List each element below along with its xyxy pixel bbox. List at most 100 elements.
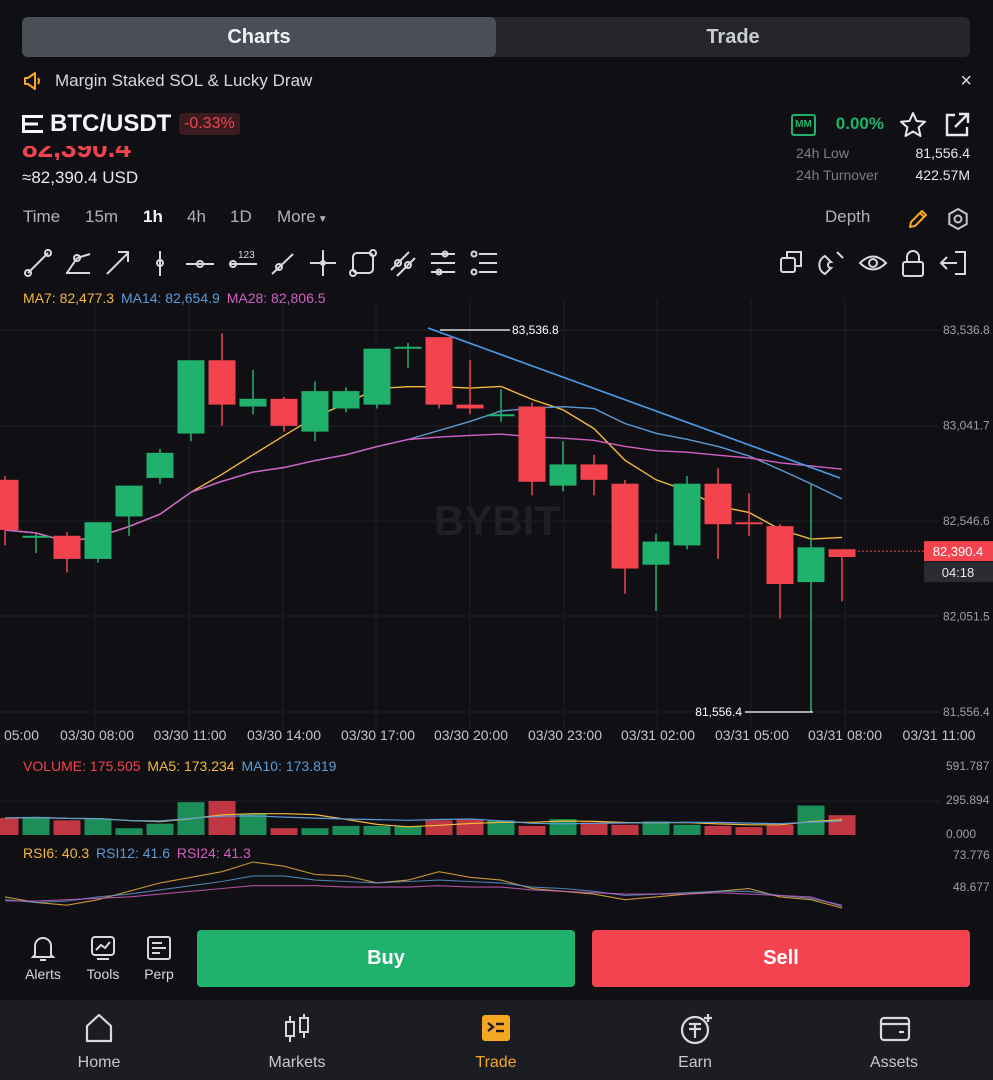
price-axis-label: 83,041.7 bbox=[943, 419, 990, 433]
nav-earn[interactable]: Earn bbox=[596, 1000, 794, 1080]
time-axis-label: 03/30 05:00 bbox=[0, 727, 39, 743]
ma14-legend: MA14: 82,654.9 bbox=[120, 290, 220, 306]
nav-assets[interactable]: Assets bbox=[795, 1000, 993, 1080]
ma7-legend: MA7: 82,477.3 bbox=[23, 290, 115, 306]
ma28-line bbox=[4, 433, 843, 543]
rsi24-line bbox=[5, 885, 843, 908]
rsi24-legend: RSI24: 41.3 bbox=[176, 845, 251, 861]
eye-icon[interactable] bbox=[858, 255, 888, 271]
volume-bar bbox=[363, 825, 391, 835]
horizontal-line-icon[interactable] bbox=[186, 260, 214, 268]
rsi-axis-label: 73.776 bbox=[953, 848, 990, 862]
chevron-down-icon: ▼ bbox=[317, 214, 328, 225]
trend-line-drawing[interactable] bbox=[427, 327, 841, 479]
candlestick-chart[interactable]: BYBIT 83,536.8 81,556.4 82,390.4 04:18 83,5… bbox=[0, 300, 993, 760]
nav-assets-label: Assets bbox=[869, 1054, 918, 1071]
nav-home-label: Home bbox=[77, 1054, 121, 1071]
time-axis-label: 03/30 20:00 bbox=[434, 727, 508, 743]
volume-bar bbox=[704, 825, 732, 835]
close-icon[interactable]: × bbox=[960, 70, 972, 92]
volume-bar bbox=[146, 823, 174, 835]
segment-line-icon[interactable] bbox=[66, 253, 91, 274]
settings-icon[interactable] bbox=[946, 207, 970, 231]
depth-toggle[interactable]: Depth bbox=[825, 207, 871, 226]
perp-action[interactable]: Perp bbox=[134, 932, 184, 982]
tf-4h[interactable]: 4h bbox=[187, 207, 206, 226]
fib-extension-icon[interactable] bbox=[470, 250, 498, 276]
volume-bar bbox=[673, 824, 701, 835]
stat-turnover-value: 422.57M bbox=[915, 167, 970, 183]
perp-label: Perp bbox=[144, 966, 174, 982]
star-icon[interactable] bbox=[898, 110, 928, 140]
candle bbox=[456, 360, 484, 415]
price-change-badge: -0.33% bbox=[179, 113, 240, 135]
volume-axis-label: 591.787 bbox=[946, 760, 990, 773]
lock-icon[interactable] bbox=[902, 250, 924, 277]
earn-icon bbox=[680, 1014, 712, 1045]
tf-time[interactable]: Time bbox=[23, 207, 61, 226]
volume-bar bbox=[332, 825, 360, 835]
nav-home[interactable]: Home bbox=[0, 1000, 198, 1080]
nav-trade-label: Trade bbox=[475, 1054, 517, 1071]
rsi-chart[interactable]: 73.776 48.677 bbox=[0, 845, 993, 918]
volume-axis-label: 0.000 bbox=[946, 827, 976, 841]
countdown-text: 04:18 bbox=[942, 565, 975, 580]
candles-icon bbox=[285, 1014, 309, 1042]
sell-button[interactable]: Sell bbox=[592, 930, 970, 987]
tools-label: Tools bbox=[86, 966, 120, 982]
mm-badge: MM bbox=[791, 114, 816, 136]
rsi-axis-label: 48.677 bbox=[953, 880, 990, 894]
trend-line-icon[interactable] bbox=[24, 249, 52, 277]
ray-line-icon[interactable] bbox=[271, 253, 294, 275]
volume-bar bbox=[425, 820, 453, 835]
tf-1d[interactable]: 1D bbox=[230, 207, 252, 226]
rsi12-legend: RSI12: 41.6 bbox=[96, 845, 170, 861]
layers-icon[interactable] bbox=[780, 251, 802, 273]
magnet-icon[interactable] bbox=[818, 251, 844, 276]
menu-icon[interactable] bbox=[22, 114, 44, 134]
share-icon[interactable] bbox=[942, 110, 972, 140]
fib-retracement-icon[interactable] bbox=[431, 250, 455, 276]
candle bbox=[828, 549, 856, 602]
current-price-text: 82,390.4 bbox=[933, 544, 984, 559]
exit-drawing-icon[interactable] bbox=[939, 251, 966, 275]
time-axis-label: 03/31 11:00 bbox=[903, 727, 976, 743]
candle bbox=[766, 524, 794, 619]
crosshair-icon[interactable] bbox=[310, 250, 336, 276]
rsi12-line bbox=[4, 875, 843, 906]
vertical-line-icon[interactable] bbox=[156, 251, 164, 276]
pencil-icon[interactable] bbox=[906, 207, 930, 231]
volume-bar bbox=[22, 816, 50, 835]
watermark: BYBIT bbox=[434, 497, 560, 544]
tf-15m[interactable]: 15m bbox=[85, 207, 119, 226]
volume-bar bbox=[797, 805, 825, 835]
arrow-line-icon[interactable] bbox=[106, 251, 129, 275]
volume-chart[interactable]: 591.787 295.894 0.000 bbox=[0, 760, 993, 842]
alerts-label: Alerts bbox=[25, 966, 61, 982]
parallel-channel-icon[interactable] bbox=[390, 251, 416, 277]
tab-charts[interactable]: Charts bbox=[22, 17, 496, 57]
tf-1h[interactable]: 1h bbox=[143, 207, 163, 226]
nav-markets[interactable]: Markets bbox=[198, 1000, 396, 1080]
nav-trade[interactable]: Trade bbox=[397, 1000, 595, 1080]
time-axis-label: 03/30 14:00 bbox=[247, 727, 321, 743]
tab-trade[interactable]: Trade bbox=[706, 26, 760, 48]
tf-more[interactable]: More ▼ bbox=[277, 207, 328, 227]
volume-bar bbox=[735, 827, 763, 835]
price-line-icon[interactable] bbox=[229, 260, 257, 268]
tools-action[interactable]: Tools bbox=[78, 932, 128, 982]
alerts-action[interactable]: Alerts bbox=[18, 932, 68, 982]
candle bbox=[115, 485, 143, 536]
volume-bar bbox=[611, 824, 639, 835]
volume-legend-ma10: MA10: 173.819 bbox=[241, 758, 337, 774]
volume-bar bbox=[828, 815, 856, 835]
volume-bar bbox=[394, 825, 422, 835]
time-axis-label: 03/30 08:00 bbox=[60, 727, 134, 743]
pair-header: BTC/USDT -0.33% MM 0.00% bbox=[22, 106, 972, 146]
rectangle-icon[interactable] bbox=[349, 249, 377, 277]
pair-symbol[interactable]: BTC/USDT bbox=[50, 110, 172, 137]
announcement-bar[interactable]: Margin Staked SOL & Lucky Draw × bbox=[22, 68, 972, 96]
buy-button[interactable]: Buy bbox=[197, 930, 575, 987]
nav-earn-label: Earn bbox=[678, 1054, 712, 1071]
candle bbox=[301, 381, 329, 442]
